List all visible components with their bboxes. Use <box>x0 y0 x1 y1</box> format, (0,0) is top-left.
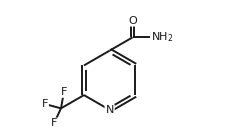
Text: F: F <box>61 87 67 97</box>
Text: F: F <box>51 118 57 128</box>
Text: F: F <box>42 99 48 109</box>
Text: O: O <box>128 16 137 26</box>
Text: N: N <box>105 105 114 115</box>
Text: NH$_2$: NH$_2$ <box>151 30 173 44</box>
